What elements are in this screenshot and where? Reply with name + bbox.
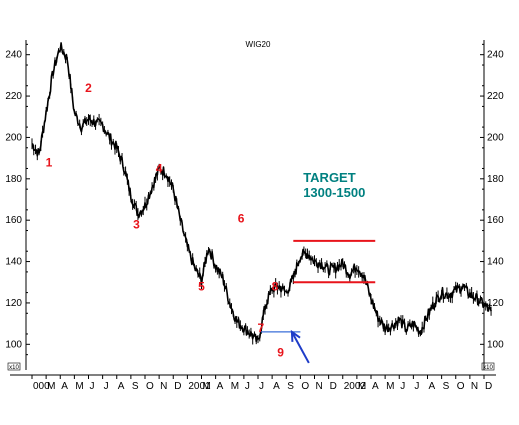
y-tick-label-left: 160 — [5, 215, 22, 226]
x-tick-label: D — [485, 381, 492, 392]
x-tick-label: D — [174, 381, 181, 392]
x-tick-label: A — [273, 381, 280, 392]
x-tick-label: M — [47, 381, 55, 392]
y-tick-label-left: 180 — [5, 174, 22, 185]
target-label-2: 1300-1500 — [303, 185, 365, 200]
x-tick-label: M — [203, 381, 211, 392]
x-tick-label: J — [245, 381, 250, 392]
x-tick-label: J — [259, 381, 264, 392]
y-tick-label-right: 160 — [487, 215, 504, 226]
y-tick-label-left: 240 — [5, 50, 22, 61]
corner-tag-left-box — [7, 362, 21, 371]
wave-label-6: 6 — [238, 211, 245, 225]
corner-tag-right: x10 — [483, 365, 493, 371]
y-tick-label-right: 100 — [487, 339, 504, 350]
chart-title: WIG20 — [246, 40, 271, 49]
y-tick-label-right: 220 — [487, 91, 504, 102]
y-tick-label-left: 100 — [5, 339, 22, 350]
price-series — [31, 42, 492, 345]
x-tick-label: 2002 — [344, 381, 367, 392]
y-tick-label-right: 200 — [487, 132, 504, 143]
wave-label-4: 4 — [156, 162, 163, 176]
x-tick-label: 000 — [33, 381, 50, 392]
x-tick-label: N — [160, 381, 167, 392]
wave-label-9: 9 — [277, 346, 284, 360]
x-tick-label: A — [61, 381, 68, 392]
price-line — [31, 42, 492, 343]
x-tick-label: N — [471, 381, 478, 392]
wave-label-1: 1 — [46, 155, 53, 169]
x-tick-label: J — [90, 381, 95, 392]
x-tick-label: O — [301, 381, 309, 392]
x-tick-label: A — [217, 381, 224, 392]
x-tick-label: M — [75, 381, 83, 392]
wave-label-2: 2 — [85, 81, 92, 95]
x-tick-label: A — [118, 381, 125, 392]
target-label-1: TARGET — [303, 170, 356, 185]
x-tick-label: A — [372, 381, 379, 392]
axes: 100 100 120 120 140 140 160 160 180 180 200 200 220 2… — [5, 40, 504, 392]
y-tick-label-left: 220 — [5, 91, 22, 102]
wave-label-8: 8 — [272, 280, 279, 294]
y-tick-label-left: 120 — [5, 298, 22, 309]
x-tick-label: O — [146, 381, 154, 392]
arrow-head — [290, 329, 301, 342]
y-tick-label-right: 180 — [487, 174, 504, 185]
wave-label-5: 5 — [198, 280, 205, 294]
arrow-shaft — [291, 331, 310, 364]
x-tick-label: M — [358, 381, 366, 392]
x-tick-label: D — [330, 381, 337, 392]
y-tick-label-right: 120 — [487, 298, 504, 309]
x-tick-label: S — [443, 381, 450, 392]
x-tick-label: M — [231, 381, 239, 392]
y-tick-label-left: 200 — [5, 132, 22, 143]
x-tick-label: A — [429, 381, 436, 392]
x-tick-label: 2001 — [188, 381, 211, 392]
corner-tag-right-box — [481, 362, 495, 371]
x-tick-label: S — [287, 381, 294, 392]
x-tick-label: J — [414, 381, 419, 392]
wave-label-3: 3 — [133, 217, 140, 231]
x-tick-label: J — [400, 381, 405, 392]
x-tick-label: O — [457, 381, 465, 392]
x-tick-label: S — [132, 381, 139, 392]
y-tick-label-left: 140 — [5, 257, 22, 268]
x-tick-label: N — [316, 381, 323, 392]
y-tick-label-right: 240 — [487, 50, 504, 61]
corner-tag-left: x10 — [9, 365, 19, 371]
x-tick-label: J — [104, 381, 109, 392]
y-tick-label-right: 140 — [487, 257, 504, 268]
wave-label-7: 7 — [257, 321, 264, 335]
x-tick-label: M — [386, 381, 394, 392]
